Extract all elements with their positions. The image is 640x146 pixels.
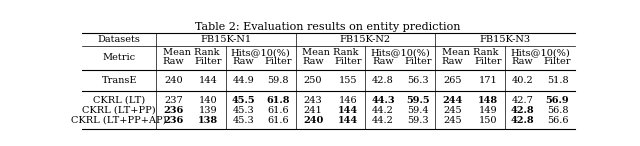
Text: Filter: Filter [334,57,362,66]
Text: Mean Rank: Mean Rank [302,48,359,57]
Text: 155: 155 [339,76,357,85]
Text: Filter: Filter [264,57,292,66]
Text: TransE: TransE [101,76,137,85]
Text: Filter: Filter [404,57,431,66]
Text: Table 2: Evaluation results on entity prediction: Table 2: Evaluation results on entity pr… [195,22,461,32]
Text: 245: 245 [444,116,462,125]
Text: Datasets: Datasets [98,35,141,44]
Text: 44.9: 44.9 [232,76,254,85]
Text: 245: 245 [444,106,462,115]
Text: 44.3: 44.3 [371,96,395,105]
Text: 146: 146 [339,96,357,105]
Text: FB15K-N2: FB15K-N2 [340,35,391,44]
Text: 144: 144 [199,76,218,85]
Text: 56.6: 56.6 [547,116,568,125]
Text: Mean Rank: Mean Rank [442,48,499,57]
Text: Filter: Filter [474,57,502,66]
Text: 42.8: 42.8 [511,116,534,125]
Text: 59.5: 59.5 [406,96,429,105]
Text: Mean Rank: Mean Rank [163,48,219,57]
Text: CKRL (LT+PP): CKRL (LT+PP) [83,106,156,115]
Text: Metric: Metric [102,53,136,62]
Text: 42.8: 42.8 [372,76,394,85]
Text: CKRL (LT): CKRL (LT) [93,96,145,105]
Text: 240: 240 [164,76,182,85]
Text: Hits@10(%): Hits@10(%) [231,48,291,57]
Text: 148: 148 [477,96,498,105]
Text: Hits@10(%): Hits@10(%) [371,48,430,57]
Text: 44.2: 44.2 [372,116,394,125]
Text: Raw: Raw [442,57,463,66]
Text: 59.8: 59.8 [268,76,289,85]
Text: 237: 237 [164,96,183,105]
Text: 44.2: 44.2 [372,106,394,115]
Text: Raw: Raw [372,57,394,66]
Text: 140: 140 [199,96,218,105]
Text: 61.6: 61.6 [268,116,289,125]
Text: Filter: Filter [195,57,222,66]
Text: 144: 144 [338,116,358,125]
Text: Filter: Filter [544,57,572,66]
Text: 144: 144 [338,106,358,115]
Text: 236: 236 [163,106,184,115]
Text: 56.8: 56.8 [547,106,568,115]
Text: 244: 244 [443,96,463,105]
Text: Hits@10(%): Hits@10(%) [510,48,570,57]
Text: 61.8: 61.8 [266,96,290,105]
Text: 243: 243 [304,96,323,105]
Text: 241: 241 [304,106,323,115]
Text: 45.3: 45.3 [232,106,254,115]
Text: 42.8: 42.8 [511,106,534,115]
Text: Raw: Raw [163,57,184,66]
Text: 45.5: 45.5 [232,96,255,105]
Text: 59.3: 59.3 [407,116,429,125]
Text: 56.3: 56.3 [407,76,429,85]
Text: Raw: Raw [232,57,254,66]
Text: 240: 240 [303,116,323,125]
Text: 149: 149 [478,106,497,115]
Text: 150: 150 [479,116,497,125]
Text: 139: 139 [199,106,218,115]
Text: 40.2: 40.2 [512,76,534,85]
Text: 250: 250 [304,76,323,85]
Text: CKRL (LT+PP+AP): CKRL (LT+PP+AP) [72,116,167,125]
Text: Raw: Raw [512,57,534,66]
Text: 138: 138 [198,116,218,125]
Text: 171: 171 [478,76,497,85]
Text: 236: 236 [163,116,184,125]
Text: 265: 265 [444,76,462,85]
Text: 56.9: 56.9 [546,96,570,105]
Text: 51.8: 51.8 [547,76,568,85]
Text: FB15K-N3: FB15K-N3 [479,35,531,44]
Text: 42.7: 42.7 [512,96,534,105]
Text: 61.6: 61.6 [268,106,289,115]
Text: FB15K-N1: FB15K-N1 [200,35,252,44]
Text: 59.4: 59.4 [407,106,429,115]
Text: 45.3: 45.3 [232,116,254,125]
Text: Raw: Raw [302,57,324,66]
